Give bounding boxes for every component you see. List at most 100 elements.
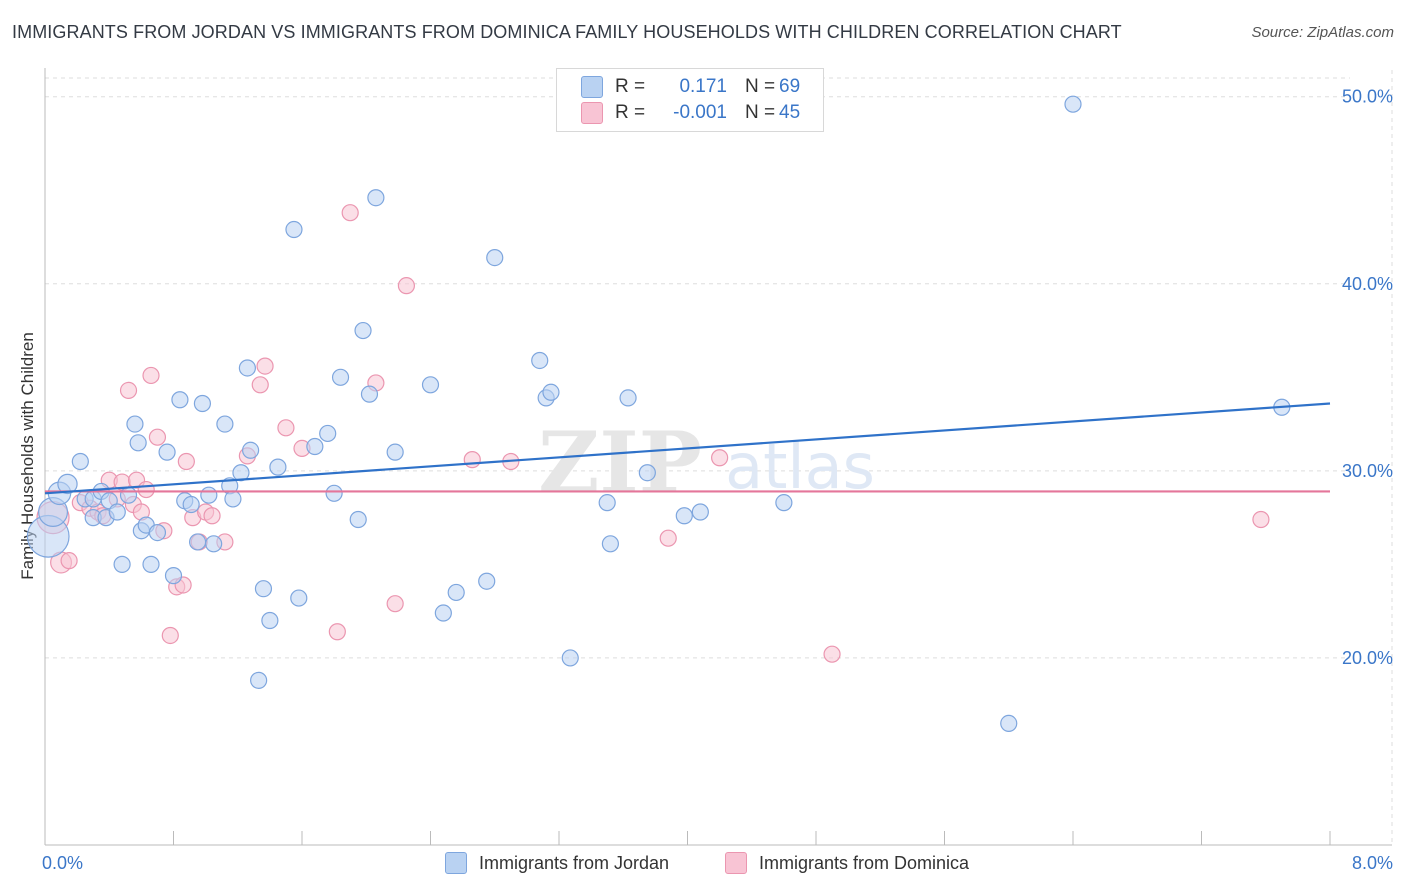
legend-swatch-jordan — [581, 76, 603, 98]
source-label: Source: ZipAtlas.com — [1251, 24, 1394, 41]
point-jordan — [1000, 714, 1018, 733]
series-jordan — [26, 95, 1291, 733]
legend-n-value: 45 — [779, 102, 801, 123]
point-jordan — [1064, 95, 1082, 113]
legend-r-label: R = — [615, 76, 646, 97]
y-tick-label: 20.0% — [1342, 648, 1393, 668]
legend-row-jordan: R = 0.171 N = 69 — [581, 75, 800, 99]
legend-r-value: -0.001 — [673, 102, 727, 123]
y-tick-label: 50.0% — [1342, 87, 1393, 107]
point-jordan — [57, 473, 78, 495]
axes — [44, 68, 1392, 846]
grid — [45, 70, 1393, 845]
point-jordan — [113, 555, 131, 573]
legend-swatch-dominica — [581, 102, 603, 124]
point-jordan — [158, 443, 176, 461]
point-dominica — [341, 204, 359, 222]
point-jordan — [360, 385, 379, 403]
point-jordan — [142, 555, 160, 573]
point-jordan — [691, 503, 709, 521]
point-dominica — [397, 277, 416, 295]
point-jordan — [232, 464, 250, 482]
point-jordan — [200, 486, 218, 504]
point-jordan — [598, 494, 616, 512]
point-jordan — [601, 535, 620, 553]
chart-title: IMMIGRANTS FROM JORDAN VS IMMIGRANTS FRO… — [12, 22, 1122, 42]
point-jordan — [434, 604, 452, 622]
point-jordan — [250, 671, 268, 689]
point-dominica — [142, 366, 160, 385]
point-jordan — [193, 394, 212, 413]
x-tick-label: 0.0% — [42, 853, 83, 873]
point-jordan — [638, 464, 656, 482]
bottom-legend: Immigrants from Jordan Immigrants from D… — [0, 852, 1406, 876]
point-jordan — [126, 415, 144, 433]
point-dominica — [823, 645, 841, 663]
trend-line-jordan — [44, 402, 1331, 495]
point-dominica — [161, 626, 179, 645]
point-dominica — [256, 357, 274, 375]
y-tick-label: 40.0% — [1342, 274, 1393, 294]
point-dominica — [386, 595, 404, 613]
legend-box: R = 0.171 N = 69 R = -0.001 N = 45 — [556, 68, 824, 132]
point-dominica — [148, 428, 167, 446]
point-dominica — [277, 419, 295, 437]
point-jordan — [561, 649, 579, 667]
point-jordan — [129, 434, 147, 452]
point-dominica — [1252, 510, 1270, 529]
watermark: ZIP atlas — [538, 413, 875, 512]
point-dominica — [328, 623, 346, 641]
y-tick-label: 30.0% — [1342, 461, 1393, 481]
point-jordan — [224, 490, 242, 508]
point-jordan — [331, 368, 350, 386]
point-dominica — [463, 451, 481, 469]
point-jordan — [285, 220, 303, 239]
point-jordan — [261, 611, 279, 630]
trend-lines — [44, 402, 1331, 495]
point-jordan — [349, 510, 367, 529]
point-jordan — [421, 376, 440, 394]
point-jordan — [619, 389, 637, 407]
point-dominica — [251, 376, 269, 394]
point-jordan — [216, 415, 234, 433]
point-jordan — [325, 484, 343, 502]
point-dominica — [177, 452, 195, 471]
point-jordan — [478, 572, 496, 590]
point-jordan — [182, 495, 200, 514]
legend-r-label: R = — [615, 102, 646, 123]
point-jordan — [542, 383, 560, 401]
legend-n-label: N = — [745, 76, 776, 97]
legend-n-value: 69 — [779, 76, 801, 97]
legend-swatch-dominica — [725, 852, 747, 874]
point-jordan — [306, 437, 324, 456]
point-jordan — [386, 443, 404, 461]
point-jordan — [108, 503, 126, 521]
point-dominica — [659, 529, 677, 547]
bottom-legend-label: Immigrants from Dominica — [759, 852, 970, 873]
point-jordan — [164, 567, 183, 585]
point-jordan — [171, 391, 189, 409]
point-dominica — [137, 480, 155, 499]
point-dominica — [711, 449, 729, 467]
point-jordan — [148, 523, 167, 542]
point-jordan — [531, 351, 549, 370]
legend-n-label: N = — [745, 102, 776, 123]
legend-r-value: 0.171 — [679, 76, 727, 97]
point-jordan — [188, 533, 207, 551]
point-jordan — [319, 424, 337, 443]
point-jordan — [354, 321, 372, 340]
x-tick-label: 8.0% — [1352, 853, 1393, 873]
bottom-legend-dominica: Immigrants from Dominica — [725, 852, 969, 874]
watermark-zip: ZIP — [538, 413, 702, 512]
point-jordan — [367, 189, 385, 207]
point-jordan — [238, 359, 256, 377]
point-jordan — [486, 248, 504, 267]
point-jordan — [242, 441, 260, 459]
legend-row-dominica: R = -0.001 N = 45 — [581, 101, 800, 125]
bottom-legend-jordan: Immigrants from Jordan — [445, 852, 669, 874]
point-dominica — [119, 381, 138, 400]
point-dominica — [60, 552, 78, 570]
point-jordan — [71, 452, 89, 471]
point-jordan — [290, 589, 308, 607]
